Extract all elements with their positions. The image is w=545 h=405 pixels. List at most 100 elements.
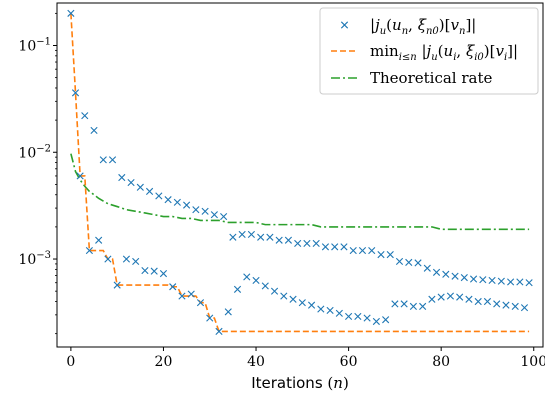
scatter-point (312, 239, 320, 248)
scatter-point (382, 316, 390, 324)
scatter-point (261, 282, 269, 290)
scatter-point (432, 268, 441, 276)
scatter-point (90, 126, 98, 135)
scatter-point (252, 276, 260, 285)
scatter-point (507, 278, 515, 286)
scatter-point (243, 273, 251, 281)
scatter-point (113, 281, 121, 289)
scatter-point (206, 314, 214, 322)
scatter-point (247, 230, 255, 239)
scatter-point (442, 270, 450, 278)
scatter-point (67, 9, 75, 17)
scatter-point (192, 206, 200, 214)
x-tick-label: 80 (432, 354, 450, 370)
scatter-point (118, 173, 126, 182)
scatter-point (386, 251, 394, 259)
scatter-point (187, 290, 195, 298)
scatter-point (307, 301, 316, 309)
scatter-point (456, 293, 464, 301)
scatter-point (150, 267, 158, 275)
plot-area (67, 9, 533, 335)
scatter-point (358, 246, 367, 255)
scatter-point (340, 243, 348, 251)
scatter-point (446, 292, 455, 300)
scatter-point (266, 233, 274, 241)
scatter-point (132, 257, 140, 265)
scatter-point (215, 327, 223, 335)
scatter-point (502, 301, 510, 309)
scatter-point (395, 257, 404, 265)
scatter-point (428, 295, 436, 303)
scatter-point (141, 266, 149, 275)
scatter-point (345, 312, 353, 321)
series-line-running-min (70, 13, 530, 333)
scatter-point (76, 172, 84, 180)
scatter-point (516, 278, 524, 286)
scatter-point (85, 246, 93, 255)
scatter-point (196, 299, 205, 307)
scatter-point (95, 236, 103, 244)
scatter-point (331, 243, 339, 251)
scatter-point (127, 178, 135, 187)
scatter-point (238, 230, 246, 239)
x-tick-label: 20 (155, 354, 173, 370)
scatter-point (414, 259, 422, 267)
scatter-point (409, 302, 417, 310)
scatter-point (294, 239, 302, 248)
scatter-point (99, 156, 107, 164)
scatter-point (419, 302, 427, 310)
scatter-point (368, 246, 376, 255)
scatter-point (298, 299, 306, 307)
scatter-point (289, 295, 297, 303)
scatter-point (169, 283, 177, 291)
scatter-point (136, 183, 144, 191)
series-line-theoretical-rate (70, 153, 530, 231)
scatter-point (405, 258, 413, 266)
scatter-point (224, 308, 232, 316)
legend-label-running-min: mini≤n |ju(ui, ξi0)[vi]| (370, 42, 518, 63)
scatter-point (303, 239, 311, 248)
scatter-point (155, 192, 163, 200)
scatter-point (71, 89, 80, 97)
scatter-point (164, 196, 172, 204)
scatter-point (469, 275, 478, 283)
scatter-point (220, 212, 228, 221)
x-tick-label: 40 (247, 354, 265, 370)
scatter-point (377, 251, 385, 259)
scatter-point (284, 236, 293, 244)
scatter-point (335, 309, 343, 317)
scatter-point (437, 293, 445, 301)
scatter-point (391, 300, 399, 308)
scatter-point (460, 274, 468, 282)
x-axis-label: Iterations (n) (251, 374, 349, 392)
scatter-point (280, 292, 288, 300)
y-tick-label: 10−2 (18, 143, 51, 161)
scatter-point (511, 302, 519, 310)
scatter-point (104, 255, 112, 263)
scatter-point (372, 317, 380, 326)
scatter-point (159, 270, 168, 278)
scatter-point (233, 285, 242, 293)
scatter-point (354, 312, 362, 321)
scatter-point (173, 198, 181, 206)
scatter-point (363, 314, 371, 322)
legend-label-scatter: |ju(un, ξn0)[vn]| (370, 16, 476, 37)
y-tick-label: 10−3 (18, 250, 51, 268)
scatter-point (520, 304, 529, 312)
legend-box (319, 7, 539, 95)
legend-marker-scatter (340, 21, 349, 29)
scatter-point (275, 236, 283, 244)
y-tick-label: 10−1 (18, 36, 51, 54)
scatter-point (479, 276, 487, 284)
scatter-point (257, 233, 265, 241)
scatter-point (423, 264, 431, 272)
scatter-point (321, 243, 330, 251)
scatter-point (451, 272, 459, 280)
plot-frame (56, 2, 544, 348)
scatter-point (145, 187, 154, 195)
scatter-point (122, 255, 131, 263)
scatter-point (317, 305, 325, 313)
scatter-point (497, 277, 505, 285)
